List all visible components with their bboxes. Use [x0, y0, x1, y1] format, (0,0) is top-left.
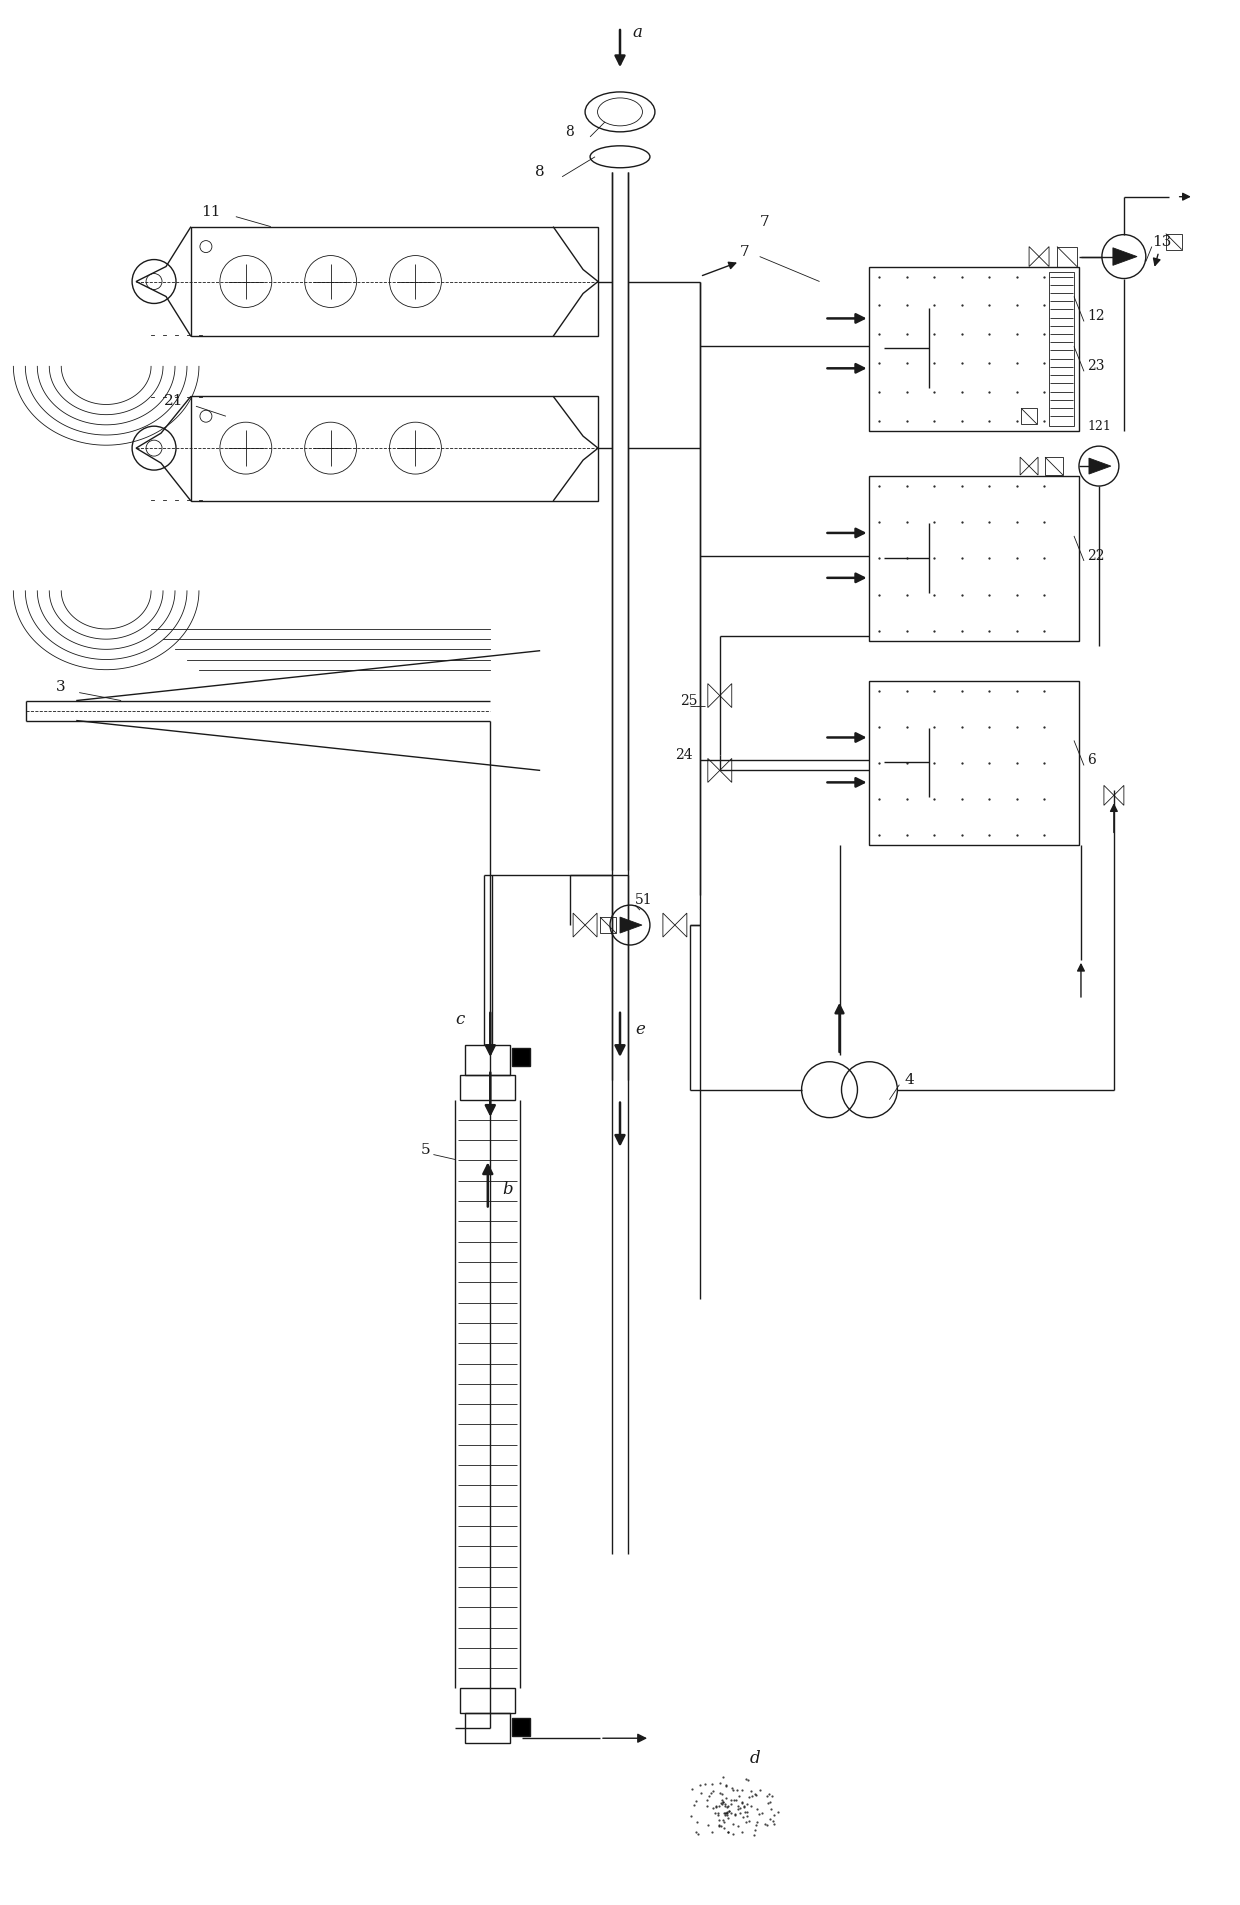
- Text: 23: 23: [1087, 360, 1105, 373]
- Text: 3: 3: [56, 680, 66, 693]
- Text: 25: 25: [680, 693, 697, 707]
- Bar: [1049, 272, 1074, 427]
- Bar: [869, 267, 1079, 431]
- Bar: [191, 396, 598, 501]
- Bar: [460, 1074, 516, 1099]
- Text: b: b: [502, 1181, 513, 1198]
- Bar: [512, 1048, 531, 1065]
- Text: 6: 6: [1087, 754, 1096, 768]
- Text: d: d: [750, 1749, 760, 1766]
- Text: 13: 13: [1152, 234, 1172, 248]
- Polygon shape: [1089, 457, 1111, 474]
- Text: e: e: [635, 1021, 645, 1038]
- Bar: [600, 916, 616, 933]
- Bar: [512, 1718, 531, 1735]
- Polygon shape: [1112, 248, 1137, 265]
- Text: a: a: [632, 23, 642, 40]
- Text: 24: 24: [675, 749, 692, 762]
- Bar: [1056, 246, 1078, 267]
- Bar: [869, 680, 1079, 846]
- Bar: [869, 476, 1079, 640]
- Text: 7: 7: [760, 215, 769, 229]
- Text: 5: 5: [420, 1143, 430, 1156]
- Text: 121: 121: [1087, 419, 1111, 432]
- Text: 21: 21: [164, 394, 184, 408]
- Text: 11: 11: [201, 204, 221, 219]
- Bar: [460, 1688, 516, 1713]
- Text: 7: 7: [740, 244, 749, 259]
- Text: 22: 22: [1087, 549, 1105, 562]
- Bar: [191, 227, 598, 337]
- Text: 8: 8: [536, 164, 544, 179]
- Text: 4: 4: [904, 1073, 914, 1086]
- Bar: [1166, 234, 1182, 250]
- Bar: [465, 1713, 510, 1743]
- Text: c: c: [455, 1012, 465, 1029]
- Bar: [1021, 408, 1037, 425]
- Text: 8: 8: [565, 126, 574, 139]
- Text: 12: 12: [1087, 309, 1105, 324]
- Text: 51: 51: [635, 893, 652, 907]
- Bar: [465, 1044, 510, 1074]
- Polygon shape: [620, 916, 642, 933]
- Bar: [1045, 457, 1063, 474]
